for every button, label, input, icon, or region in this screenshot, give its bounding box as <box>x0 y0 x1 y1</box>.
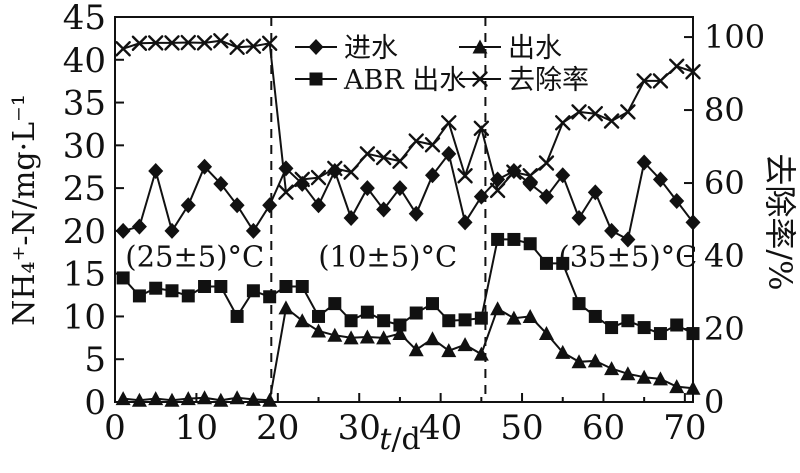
temperature-annotations: (25±5)°C (10±5)°C (35±5)°C <box>125 240 697 274</box>
y-axis-right: 0 20 40 60 80 100 去除率/% <box>684 18 799 421</box>
x-axis: 0 10 20 30 40 50 60 70 t/d <box>104 393 706 457</box>
svg-text:5: 5 <box>84 340 106 380</box>
svg-text:10: 10 <box>175 408 218 448</box>
svg-text:30: 30 <box>63 126 106 166</box>
legend-item: ABR 出水 <box>295 65 466 96</box>
svg-text:60: 60 <box>582 408 625 448</box>
legend-item: 去除率 <box>459 65 589 96</box>
svg-text:35: 35 <box>63 84 106 124</box>
svg-text:40: 40 <box>704 237 745 275</box>
x-axis-label: t/d <box>379 422 420 457</box>
svg-text:0: 0 <box>704 383 724 421</box>
svg-text:30: 30 <box>338 408 381 448</box>
svg-text:20: 20 <box>704 310 745 348</box>
legend-label: 出水 <box>508 33 562 64</box>
svg-text:100: 100 <box>704 18 765 56</box>
series-abr-effluent <box>116 232 700 341</box>
svg-text:50: 50 <box>500 408 543 448</box>
series-removal-rate <box>115 33 701 200</box>
legend-label: 进水 <box>344 33 398 64</box>
svg-text:45: 45 <box>63 0 106 38</box>
svg-text:20: 20 <box>256 408 299 448</box>
svg-text:40: 40 <box>63 41 106 81</box>
svg-text:10: 10 <box>63 297 106 337</box>
svg-text:60: 60 <box>704 164 745 202</box>
legend: 进水 出水 ABR 出水 去除率 <box>295 33 589 96</box>
svg-text:15: 15 <box>63 255 106 295</box>
svg-text:25: 25 <box>63 169 106 209</box>
svg-text:(25±5)°C: (25±5)°C <box>125 240 264 274</box>
plot-frame <box>114 16 694 403</box>
y-axis-left-label: NH₄⁺-N/mg·L⁻¹ <box>7 94 42 326</box>
legend-label: 去除率 <box>508 65 589 96</box>
svg-text:0: 0 <box>84 383 106 423</box>
svg-text:70: 70 <box>663 408 706 448</box>
series-effluent <box>115 300 701 407</box>
series-influent <box>115 145 701 248</box>
legend-item: 进水 <box>295 33 398 64</box>
svg-text:0: 0 <box>104 408 126 448</box>
legend-label: ABR 出水 <box>343 65 466 96</box>
svg-text:(10±5)°C: (10±5)°C <box>318 240 457 274</box>
y-axis-right-label: 去除率/% <box>761 153 799 290</box>
legend-item: 出水 <box>459 33 562 64</box>
svg-text:40: 40 <box>419 408 462 448</box>
svg-text:80: 80 <box>704 91 745 129</box>
svg-text:20: 20 <box>63 212 106 252</box>
